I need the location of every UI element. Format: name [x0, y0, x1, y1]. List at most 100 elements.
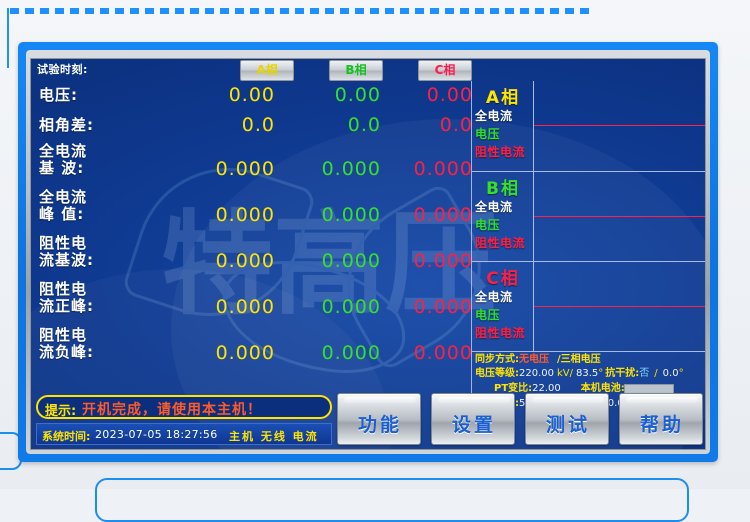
measurement-table: 电压: 0.00 0.00 0.00 相角差: 0.0 0.0 0.0 全电流 … — [31, 83, 473, 423]
value-a: 0.0 — [241, 114, 275, 136]
pane-header-a: A相 全电流 电压 阻性电流 — [472, 81, 534, 171]
table-row: 阻性电 流负峰: 0.000 0.000 0.000 — [31, 326, 473, 369]
button-gloss — [344, 397, 416, 403]
settings-button[interactable]: 设置 — [431, 393, 515, 445]
help-button-label: 帮助 — [639, 414, 684, 436]
value-b: 0.000 — [321, 158, 381, 180]
angle-unit: ° — [598, 368, 604, 379]
table-row: 阻性电 流基波: 0.000 0.000 0.000 — [31, 234, 473, 277]
value-a: 0.000 — [215, 342, 275, 364]
function-button[interactable]: 功能 — [337, 393, 421, 445]
voltage-level-value[interactable]: 220.00 — [519, 368, 554, 379]
pane-title-c: C相 — [486, 269, 520, 289]
antijam-label: 抗干扰: — [605, 368, 640, 379]
row-label: 相角差: — [39, 116, 94, 134]
value-a: 0.000 — [215, 158, 275, 180]
waveform-plot-a — [534, 81, 705, 171]
angle-value[interactable]: 83.5 — [576, 368, 599, 379]
help-button[interactable]: 帮助 — [619, 393, 703, 445]
screen-top-strip: 试验时刻: A相 B相 C相 — [31, 59, 705, 81]
unit-battery-value: 0.0 — [607, 398, 624, 409]
value-c: 0.000 — [413, 250, 473, 272]
value-a: 0.00 — [228, 84, 275, 106]
antijam-angle[interactable]: 0.0 — [662, 368, 679, 379]
sync-alt[interactable]: /三相电压 — [557, 354, 601, 365]
zero-line-b — [534, 216, 705, 217]
waveform-plot-b — [534, 172, 705, 262]
settings-button-label: 设置 — [451, 414, 496, 436]
waveform-pane-a[interactable]: A相 全电流 电压 阻性电流 — [472, 81, 705, 171]
tip-label: 提示: — [45, 404, 77, 419]
row-label: 阻性电 流正峰: — [39, 280, 94, 315]
row-label: 阻性电 流基波: — [39, 234, 94, 269]
zero-line-c — [534, 306, 705, 307]
tip-message: 开机完成，请使用本主机！ — [82, 402, 262, 418]
waveform-pane-b[interactable]: B相 全电流 电压 阻性电流 — [472, 171, 705, 262]
status-tags: 主机 无线 电流 — [229, 430, 319, 443]
info-row-voltage-level: 电压等级:220.00 kV/83.5° 抗干扰:否/0.0° — [472, 367, 705, 381]
voltage-level-label: 电压等级: — [475, 368, 519, 379]
legend-resistive-current-c: 阻性电流 — [475, 326, 526, 340]
value-c: 0.000 — [413, 342, 473, 364]
row-label: 电压: — [39, 86, 78, 104]
value-c: 0.00 — [426, 84, 473, 106]
test-button-label: 测试 — [545, 414, 590, 436]
antijam-angle-unit: ° — [678, 368, 684, 379]
pane-title-a: A相 — [485, 88, 521, 108]
phase-tab-a[interactable]: A相 — [240, 60, 294, 81]
bottom-rounded-outline — [95, 478, 689, 522]
host-battery-label: 本机电池: — [580, 383, 625, 394]
waveform-pane-c[interactable]: C相 全电流 电压 阻性电流 — [472, 261, 705, 352]
button-gloss — [532, 397, 604, 403]
legend-total-current-b: 全电流 — [475, 200, 513, 214]
test-button[interactable]: 测试 — [525, 393, 609, 445]
legend-total-current-a: 全电流 — [475, 109, 513, 123]
system-time-bar: 系统时间: 2023-07-05 18:27:56 主机 无线 电流 — [36, 423, 332, 445]
button-row: 功能 设置 测试 帮助 — [337, 393, 703, 447]
legend-resistive-current-b: 阻性电流 — [475, 236, 526, 250]
value-a: 0.000 — [215, 250, 275, 272]
antijam-value[interactable]: 否 — [639, 368, 650, 379]
legend-voltage-b: 电压 — [475, 218, 501, 232]
value-c: 0.000 — [413, 204, 473, 226]
test-time-value[interactable]: 5 — [519, 398, 526, 409]
legend-voltage-c: 电压 — [475, 308, 501, 322]
sync-value[interactable]: 无电压 — [519, 354, 549, 365]
table-row: 相角差: 0.0 0.0 0.0 — [31, 113, 473, 141]
legend-total-current-c: 全电流 — [475, 290, 513, 304]
value-b: 0.00 — [334, 84, 381, 106]
row-label: 全电流 峰 值: — [39, 188, 88, 223]
value-c: 0.000 — [413, 158, 473, 180]
sync-label: 同步方式: — [475, 354, 519, 365]
value-c: 0.000 — [413, 296, 473, 318]
pane-header-b: B相 全电流 电压 阻性电流 — [472, 172, 534, 262]
pt-ratio-value[interactable]: 22.00 — [532, 383, 561, 394]
waveform-panel: A相 全电流 电压 阻性电流 B相 全电流 电压 阻性电流 C相 — [471, 81, 705, 352]
pt-ratio-label: PT变比: — [494, 383, 533, 394]
zero-line-a — [534, 125, 705, 126]
test-time-title: 试验时刻: — [37, 63, 88, 76]
phase-tab-c[interactable]: C相 — [418, 60, 472, 81]
value-c: 0.0 — [439, 114, 473, 136]
dashed-top-border — [10, 8, 590, 14]
value-a: 0.000 — [215, 204, 275, 226]
table-row: 电压: 0.00 0.00 0.00 — [31, 83, 473, 111]
lcd-screen: 特高压 试验时刻: A相 B相 C相 电压: 0.00 0.00 0.00 相角… — [30, 58, 706, 450]
left-accent-rule — [7, 8, 9, 68]
row-label: 阻性电 流负峰: — [39, 326, 94, 361]
function-button-label: 功能 — [357, 414, 402, 436]
value-b: 0.000 — [321, 204, 381, 226]
button-gloss — [438, 397, 510, 403]
value-b: 0.000 — [321, 296, 381, 318]
button-gloss — [626, 397, 698, 403]
legend-voltage-a: 电压 — [475, 127, 501, 141]
value-a: 0.000 — [215, 296, 275, 318]
phase-tab-b[interactable]: B相 — [329, 60, 383, 81]
table-row: 全电流 基 波: 0.000 0.000 0.000 — [31, 143, 473, 185]
legend-resistive-current-a: 阻性电流 — [475, 145, 526, 159]
value-b: 0.000 — [321, 250, 381, 272]
voltage-level-unit: kV/ — [557, 368, 574, 379]
value-b: 0.0 — [347, 114, 381, 136]
pane-header-c: C相 全电流 电压 阻性电流 — [472, 262, 534, 352]
waveform-plot-c — [534, 262, 705, 352]
